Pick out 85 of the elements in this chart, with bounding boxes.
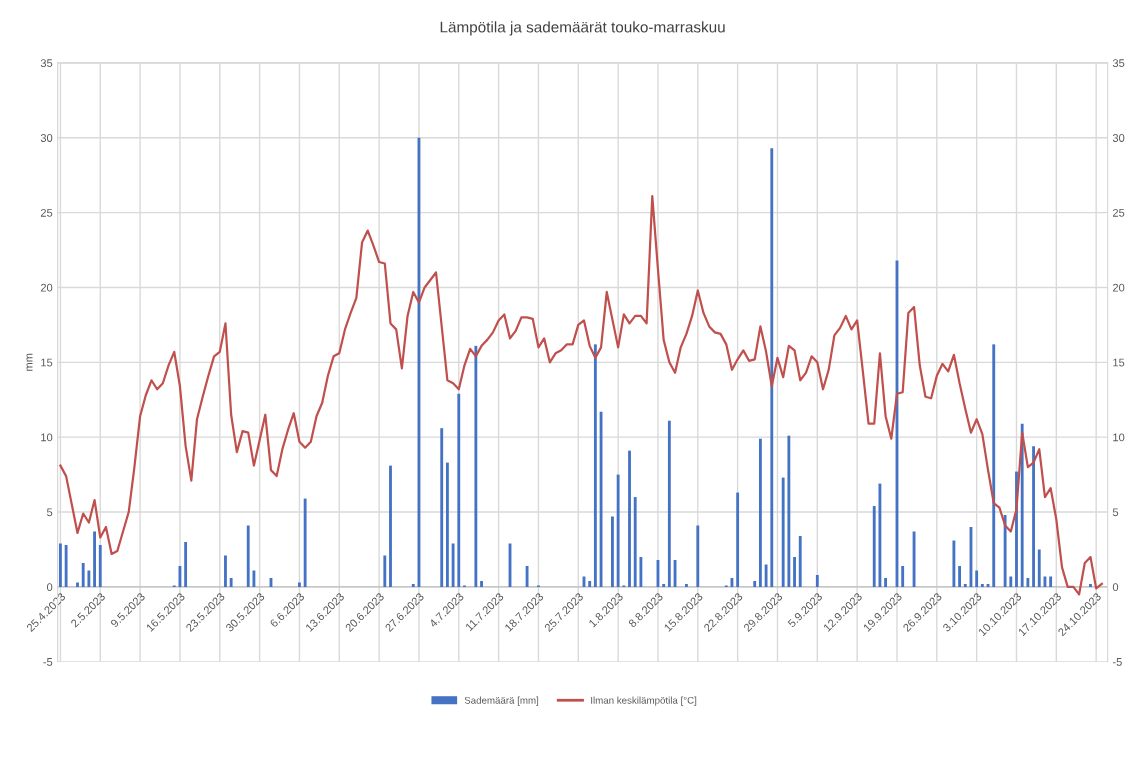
bar	[992, 344, 996, 587]
y2-tick-label: 15	[1113, 358, 1125, 367]
bar	[59, 543, 62, 587]
bar	[457, 393, 461, 587]
y-tick-label: 25	[40, 208, 53, 217]
bar	[1026, 577, 1030, 587]
bar	[815, 574, 819, 587]
bar	[611, 516, 614, 587]
bar	[229, 577, 233, 587]
chart-title: Lämpötila ja sademäärät touko-marraskuu	[440, 21, 725, 36]
bar	[480, 580, 483, 587]
bar	[736, 492, 740, 587]
bar	[958, 565, 962, 587]
y-axis-title: mm	[26, 353, 33, 371]
y-tick-label: 5	[46, 508, 53, 517]
bar	[252, 570, 256, 587]
y2-tick-label: 35	[1112, 59, 1125, 68]
bar	[616, 474, 620, 587]
bar	[81, 562, 85, 587]
bar	[184, 541, 188, 587]
bar	[1003, 515, 1007, 587]
bar	[952, 540, 956, 587]
bar	[628, 450, 631, 587]
bar	[980, 583, 984, 587]
y-tick-label: 35	[40, 59, 53, 68]
bar	[758, 438, 762, 587]
bar	[93, 531, 96, 587]
legend-label: Ilman keskilämpötila [°C]	[591, 696, 697, 706]
bar	[884, 577, 888, 587]
bar	[770, 148, 774, 587]
bar	[639, 556, 643, 587]
bar	[383, 555, 387, 587]
bar	[1009, 576, 1013, 587]
bar	[1049, 576, 1053, 587]
bar	[389, 465, 392, 587]
bar	[445, 462, 449, 587]
bar	[1032, 446, 1035, 587]
bar	[1037, 549, 1041, 587]
legend-label: Sademäärä [mm]	[464, 696, 539, 706]
bar	[1089, 583, 1092, 587]
bar	[64, 544, 68, 587]
bar	[87, 570, 91, 587]
bar	[975, 570, 979, 587]
bar	[878, 483, 882, 587]
bar	[781, 477, 785, 587]
bar	[588, 580, 592, 587]
bar	[224, 555, 227, 587]
bar	[1020, 423, 1024, 587]
y2-tick-label: 0	[1112, 583, 1119, 592]
bar	[633, 497, 637, 587]
bar	[764, 564, 768, 587]
bar	[787, 435, 791, 587]
bar	[901, 565, 905, 587]
y-tick-label: 30	[40, 134, 53, 142]
bar	[963, 583, 967, 587]
y2-tick-label: 20	[1112, 283, 1125, 292]
y-tick-label: 20	[40, 283, 53, 292]
bar	[753, 580, 757, 587]
y2-tick-label: 25	[1112, 208, 1125, 217]
bar	[667, 420, 671, 587]
y2-tick-label: 5	[1112, 508, 1119, 517]
bar	[303, 498, 307, 587]
y2-tick-label: -5	[1112, 658, 1122, 666]
bar	[440, 428, 444, 587]
bar	[593, 344, 597, 587]
y-tick-label: 0	[46, 583, 53, 592]
bar	[298, 582, 301, 587]
y-tick-label: 15	[41, 358, 53, 367]
bar	[696, 525, 700, 587]
y2-tick-label: 30	[1112, 134, 1125, 142]
bar	[98, 544, 102, 587]
bar	[411, 583, 415, 587]
y-tick-label: 10	[41, 433, 53, 442]
bar	[246, 525, 250, 587]
bar	[76, 582, 79, 587]
y-tick-label: -5	[43, 658, 53, 666]
bar	[872, 506, 876, 587]
bar	[451, 543, 455, 587]
bar	[798, 535, 802, 587]
bar	[793, 556, 796, 587]
y2-tick-label: 10	[1113, 433, 1125, 442]
bar	[525, 565, 529, 587]
bar	[474, 345, 478, 587]
bar	[685, 583, 688, 587]
bar	[662, 583, 666, 587]
